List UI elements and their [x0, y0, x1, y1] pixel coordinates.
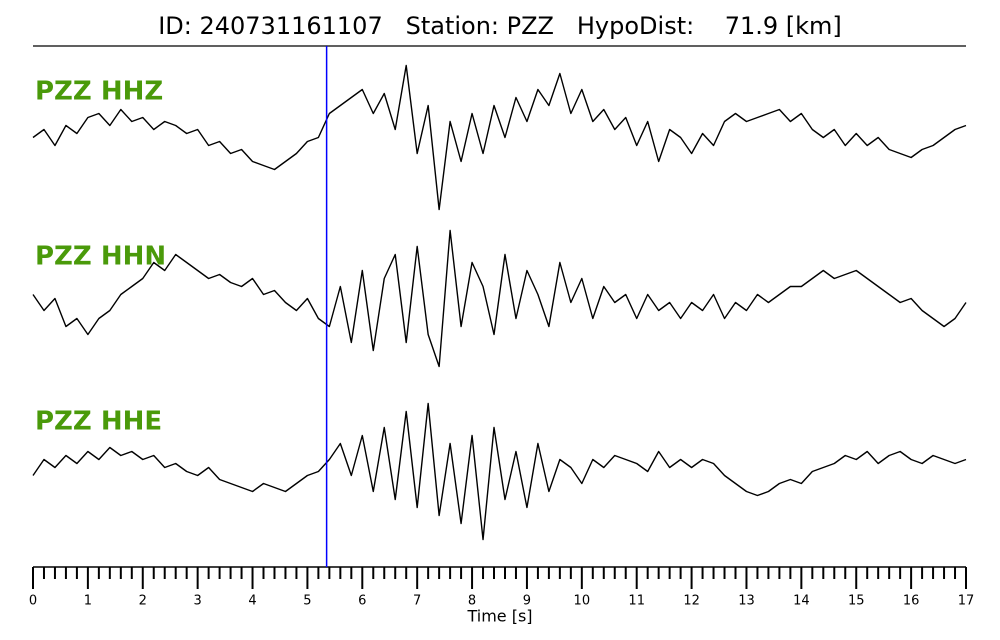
- x-tick-label: 12: [683, 594, 700, 609]
- x-tick-label: 13: [738, 594, 755, 609]
- x-tick-label: 3: [194, 594, 202, 609]
- trace-label: PZZ HHZ: [35, 77, 163, 107]
- waveform: [32, 64, 967, 211]
- x-tick-label: 5: [303, 594, 311, 609]
- x-tick-label: 7: [413, 594, 421, 609]
- x-tick-label: 1: [84, 594, 92, 609]
- x-tick-label: 17: [958, 594, 975, 609]
- x-tick-label: 6: [358, 594, 366, 609]
- x-tick-label: 11: [628, 594, 645, 609]
- x-tick-label: 14: [793, 594, 810, 609]
- trace-label: PZZ HHE: [35, 407, 162, 437]
- x-tick-label: 9: [523, 594, 531, 609]
- x-tick-label: 4: [248, 594, 256, 609]
- waveform: [32, 402, 967, 541]
- x-tick-label: 15: [848, 594, 865, 609]
- x-tick-label: 0: [29, 594, 37, 609]
- trace-label: PZZ HHN: [35, 242, 166, 272]
- x-tick-label: 8: [468, 594, 476, 609]
- x-tick-label: 10: [574, 594, 591, 609]
- waveform: [32, 229, 967, 368]
- x-tick-label: 16: [903, 594, 920, 609]
- x-tick-label: 2: [139, 594, 147, 609]
- x-axis-label: Time [s]: [466, 607, 532, 626]
- chart-title: ID: 240731161107 Station: PZZ HypoDist: …: [158, 12, 842, 40]
